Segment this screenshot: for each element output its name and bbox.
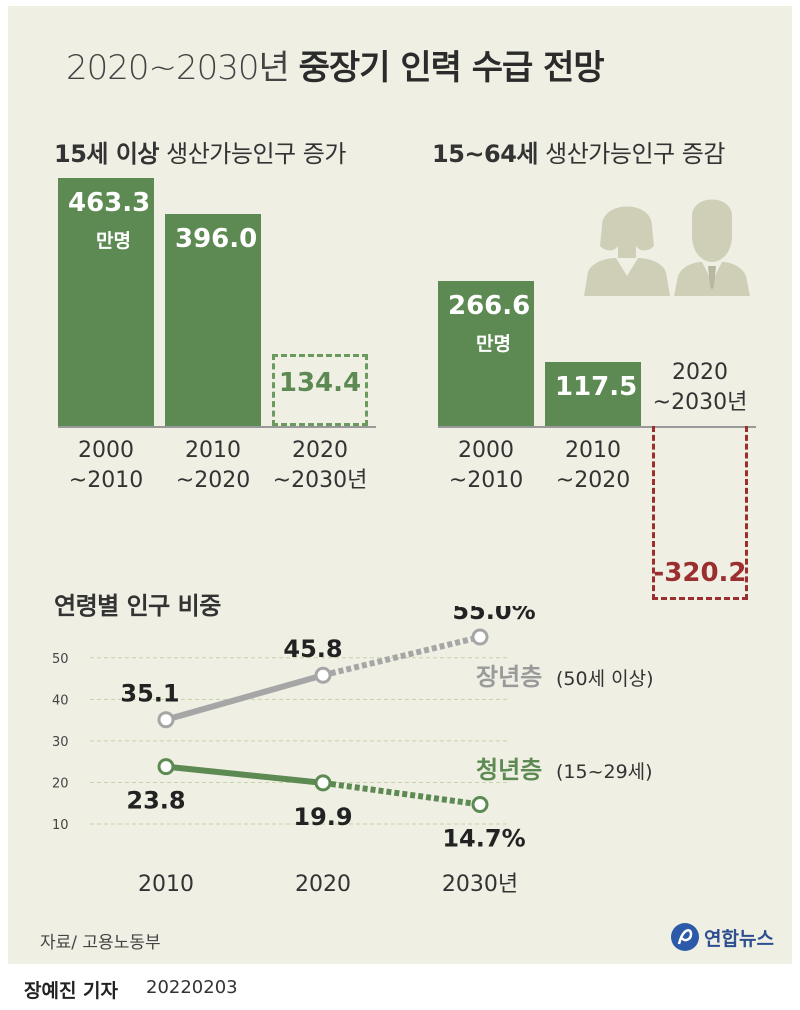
yonhap-logo-icon (671, 923, 699, 951)
bar-unit-label: 만명 (476, 333, 511, 355)
source-note: 자료/ 고용노동부 (40, 933, 161, 953)
y-tick-label: 30 (52, 735, 69, 750)
logo-text: 연합뉴스 (704, 927, 774, 950)
bar-category-label: 2000 ~2010 (68, 438, 144, 493)
data-point (314, 774, 332, 792)
left-subtitle-bold: 15세 이상 (54, 140, 160, 168)
page-title: 2020~2030년 중장기 인력 수급 전망 (66, 40, 605, 89)
data-point (471, 795, 489, 813)
bar-1 (438, 281, 534, 426)
right-chart-subtitle: 15~64세 생산가능인구 증감 (432, 134, 725, 169)
data-point (157, 711, 175, 729)
bar-category-label: 2020 ~2030년 (652, 360, 748, 415)
data-label: 35.1 (120, 680, 179, 708)
bar-3 (652, 426, 748, 601)
bar-2 (165, 214, 261, 426)
line-chart: 10 20 30 40 50 2010 2020 2030년 35.1 45.8 55.0% 장년층 (… (52, 606, 653, 897)
right-subtitle-rest: 생산가능인구 증감 (545, 140, 725, 168)
series-name: 장년층 (476, 663, 542, 691)
bar-value-label: 266.6 (448, 291, 531, 321)
x-tick-label: 2010 (138, 872, 194, 897)
bar-category-label: 2020 ~2030년 (272, 438, 368, 493)
bar-value-label: 117.5 (555, 372, 638, 403)
bar-category-label: 2010 ~2020 (175, 438, 251, 493)
bar-value-label: -320.2 (653, 558, 747, 589)
series-line-solid (165, 763, 324, 786)
bar-unit-label: 만명 (96, 230, 131, 252)
data-label: 23.8 (126, 787, 185, 815)
footer: 장예진 기자 20220203 (0, 964, 800, 1010)
line-chart-subtitle: 연령별 인구 비중 (54, 592, 221, 620)
left-chart-subtitle: 15세 이상 생산가능인구 증가 (54, 134, 346, 169)
infographic-panel: 2020~2030년 중장기 인력 수급 전망 15세 이상 생산가능인구 증가… (8, 6, 792, 964)
right-subtitle-bold: 15~64세 (432, 140, 539, 168)
series-note: (15~29세) (556, 761, 653, 783)
bar-axis-line (438, 426, 756, 428)
data-point (314, 666, 332, 684)
publish-date: 20220203 (146, 977, 238, 998)
title-light: 2020~2030년 (66, 48, 290, 88)
bar-value-label: 134.4 (278, 368, 362, 399)
series-note: (50세 이상) (556, 668, 653, 690)
data-label: 55.0% (452, 606, 535, 625)
left-subtitle-rest: 생산가능인구 증가 (166, 140, 346, 168)
bar-category-label: 2000 ~2010 (448, 438, 524, 493)
bar-1 (58, 178, 154, 426)
series-line-projected (322, 779, 481, 808)
bar-category-label: 2010 ~2020 (555, 438, 631, 493)
reporter-name: 장예진 기자 (24, 980, 119, 1002)
series-line-solid (165, 672, 324, 723)
y-tick-label: 40 (52, 693, 69, 708)
data-label: 45.8 (283, 635, 342, 663)
title-bold: 중장기 인력 수급 전망 (298, 48, 605, 88)
people-icon (584, 199, 750, 296)
data-label: 14.7% (442, 824, 525, 852)
series-name: 청년층 (476, 756, 542, 784)
yonhap-logo: 연합뉴스 (670, 920, 774, 954)
data-point (471, 628, 489, 646)
bar-value-label: 396.0 (175, 224, 258, 255)
bar-3 (272, 354, 368, 426)
series-line-projected (322, 634, 481, 679)
bar-value-label: 463.3 (68, 188, 151, 218)
data-point (157, 758, 175, 776)
data-label: 19.9 (293, 803, 352, 831)
x-tick-label: 2030년 (442, 872, 518, 897)
x-tick-label: 2020 (295, 872, 351, 897)
bar-2 (545, 362, 641, 426)
y-tick-label: 10 (52, 818, 69, 833)
y-tick-label: 20 (52, 776, 69, 791)
y-tick-label: 50 (52, 652, 69, 667)
bar-axis-line (58, 426, 376, 428)
